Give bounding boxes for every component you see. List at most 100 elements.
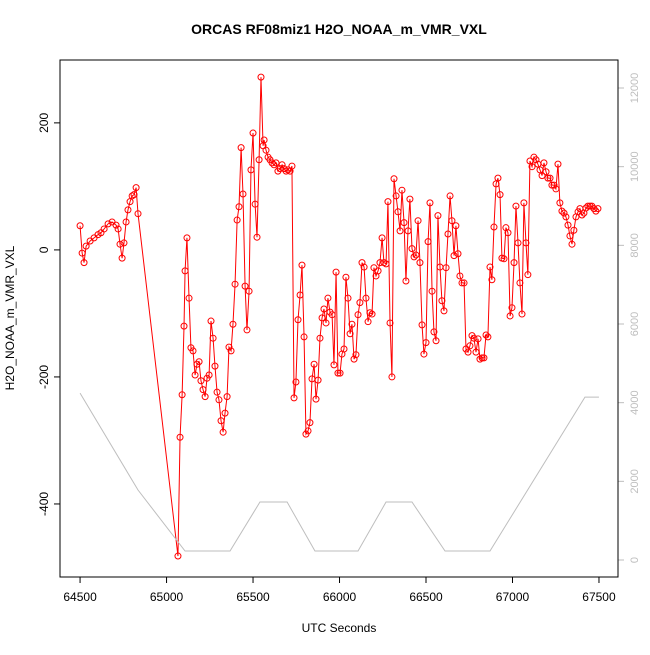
data-point xyxy=(176,433,184,441)
data-point xyxy=(104,220,112,228)
data-point xyxy=(312,395,320,403)
data-point xyxy=(348,320,356,328)
data-point xyxy=(342,273,350,281)
data-point xyxy=(532,156,540,164)
data-point xyxy=(472,348,480,356)
data-point xyxy=(223,393,231,401)
data-point xyxy=(438,297,446,305)
data-point xyxy=(456,272,464,280)
data-point xyxy=(243,326,251,334)
data-point xyxy=(392,192,400,200)
data-point xyxy=(486,263,494,271)
data-point xyxy=(324,294,332,302)
data-point xyxy=(464,348,472,356)
y2-tick-label: 2000 xyxy=(629,469,641,493)
data-point xyxy=(217,417,225,425)
data-point xyxy=(354,311,362,319)
data-point xyxy=(350,355,358,363)
data-point xyxy=(504,229,512,237)
x-tick-label: 66000 xyxy=(323,590,357,604)
data-point xyxy=(398,186,406,194)
data-point xyxy=(334,369,342,377)
data-point xyxy=(130,191,138,199)
data-point xyxy=(410,253,418,261)
data-point xyxy=(80,259,88,267)
data-point xyxy=(414,217,422,225)
data-point xyxy=(454,250,462,258)
data-point xyxy=(544,174,552,182)
data-point xyxy=(233,216,241,224)
data-point xyxy=(174,552,182,560)
data-point xyxy=(442,264,450,272)
data-point xyxy=(235,203,243,211)
data-point xyxy=(272,159,280,167)
data-point xyxy=(300,333,308,341)
data-point xyxy=(76,222,84,230)
data-point xyxy=(231,280,239,288)
data-point xyxy=(318,314,326,322)
data-point xyxy=(178,391,186,399)
data-point xyxy=(296,291,304,299)
data-point xyxy=(120,239,128,247)
data-point xyxy=(278,161,286,169)
data-point xyxy=(237,144,245,152)
data-point xyxy=(542,168,550,176)
data-point xyxy=(408,245,416,253)
data-point xyxy=(211,362,219,370)
chart-title: ORCAS RF08miz1 H2O_NOAA_m_VMR_VXL xyxy=(191,21,487,37)
data-point xyxy=(506,312,514,320)
data-point xyxy=(558,207,566,215)
data-point xyxy=(584,202,592,210)
data-point xyxy=(564,221,572,229)
data-point xyxy=(260,136,268,144)
data-point xyxy=(494,174,502,182)
data-point xyxy=(458,279,466,287)
data-point xyxy=(362,294,370,302)
data-point xyxy=(322,319,330,327)
x-tick-label: 67000 xyxy=(496,590,530,604)
data-point xyxy=(118,254,126,262)
data-point xyxy=(568,240,576,248)
data-point xyxy=(470,334,478,342)
data-point xyxy=(328,311,336,319)
data-point xyxy=(310,360,318,368)
data-point xyxy=(478,354,486,362)
data-point xyxy=(180,322,188,330)
data-point xyxy=(215,396,223,404)
data-point xyxy=(480,354,488,362)
x-axis-label: UTC Seconds xyxy=(302,621,377,635)
data-point xyxy=(430,328,438,336)
data-point xyxy=(578,211,586,219)
y-axis-label: H2O_NOAA_m_VMR_VXL xyxy=(3,245,17,390)
data-point xyxy=(514,239,522,247)
data-point xyxy=(440,307,448,315)
data-point xyxy=(416,259,424,267)
data-point xyxy=(340,345,348,353)
data-point xyxy=(554,160,562,168)
data-point xyxy=(428,287,436,295)
data-point xyxy=(268,159,276,167)
data-point xyxy=(418,321,426,329)
x-tick-label: 64500 xyxy=(63,590,97,604)
data-point xyxy=(434,212,442,220)
data-point xyxy=(195,358,203,366)
data-point xyxy=(191,371,199,379)
y2-tick-label: 6000 xyxy=(629,312,641,336)
data-point xyxy=(528,163,536,171)
data-point xyxy=(78,249,86,257)
data-point xyxy=(298,261,306,269)
data-point xyxy=(406,195,414,203)
data-point xyxy=(390,175,398,183)
data-point xyxy=(304,427,312,435)
data-point xyxy=(352,351,360,359)
data-point xyxy=(552,185,560,193)
data-point xyxy=(426,199,434,207)
data-point xyxy=(132,184,140,192)
data-point xyxy=(420,350,428,358)
data-point xyxy=(566,232,574,240)
data-point xyxy=(488,276,496,284)
x-tick-label: 67500 xyxy=(582,590,616,604)
data-point xyxy=(189,347,197,355)
data-point xyxy=(255,156,263,164)
